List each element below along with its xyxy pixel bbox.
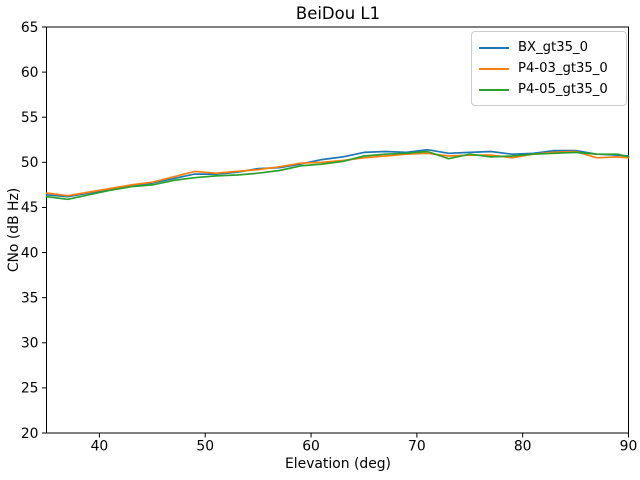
- y-tick-label: 35: [21, 290, 39, 306]
- legend-item: P4-03_gt35_0: [479, 58, 620, 79]
- legend-label: P4-05_gt35_0: [518, 82, 608, 97]
- y-tick-label: 45: [21, 200, 39, 216]
- plot-frame: [46, 26, 629, 434]
- y-tick-label: 50: [21, 155, 39, 171]
- y-tick-label: 60: [21, 65, 39, 81]
- legend-line-swatch: [479, 46, 509, 49]
- y-tick-label: 30: [21, 336, 39, 352]
- y-axis-label-text: CNo (dB Hz): [6, 187, 22, 273]
- legend-item: P4-05_gt35_0: [479, 79, 620, 100]
- x-tick-label: 90: [620, 439, 638, 455]
- series-line-BX_gt35_0: [45, 148, 630, 198]
- y-tick-label: 55: [21, 110, 39, 126]
- y-tick-label: 65: [21, 20, 39, 36]
- x-tick-label: 50: [196, 439, 214, 455]
- legend-label: BX_gt35_0: [518, 40, 588, 55]
- y-tick-label: 40: [21, 245, 39, 261]
- x-tick-label: 40: [91, 439, 109, 455]
- legend: BX_gt35_0 P4-03_gt35_0 P4-05_gt35_0: [471, 31, 627, 106]
- legend-line-swatch: [479, 67, 509, 70]
- y-tick-label: 20: [21, 426, 39, 442]
- legend-line-swatch: [479, 88, 509, 91]
- legend-item: BX_gt35_0: [479, 37, 620, 58]
- chart-title: BeiDou L1: [295, 4, 381, 23]
- x-tick-label: 70: [408, 439, 426, 455]
- x-axis-label: Elevation (deg): [285, 456, 391, 472]
- x-tick-label: 60: [302, 439, 320, 455]
- x-tick-label: 80: [514, 439, 532, 455]
- series-line-P4-05_gt35_0: [45, 150, 630, 201]
- y-tick-label: 25: [21, 381, 39, 397]
- legend-label: P4-03_gt35_0: [518, 61, 608, 76]
